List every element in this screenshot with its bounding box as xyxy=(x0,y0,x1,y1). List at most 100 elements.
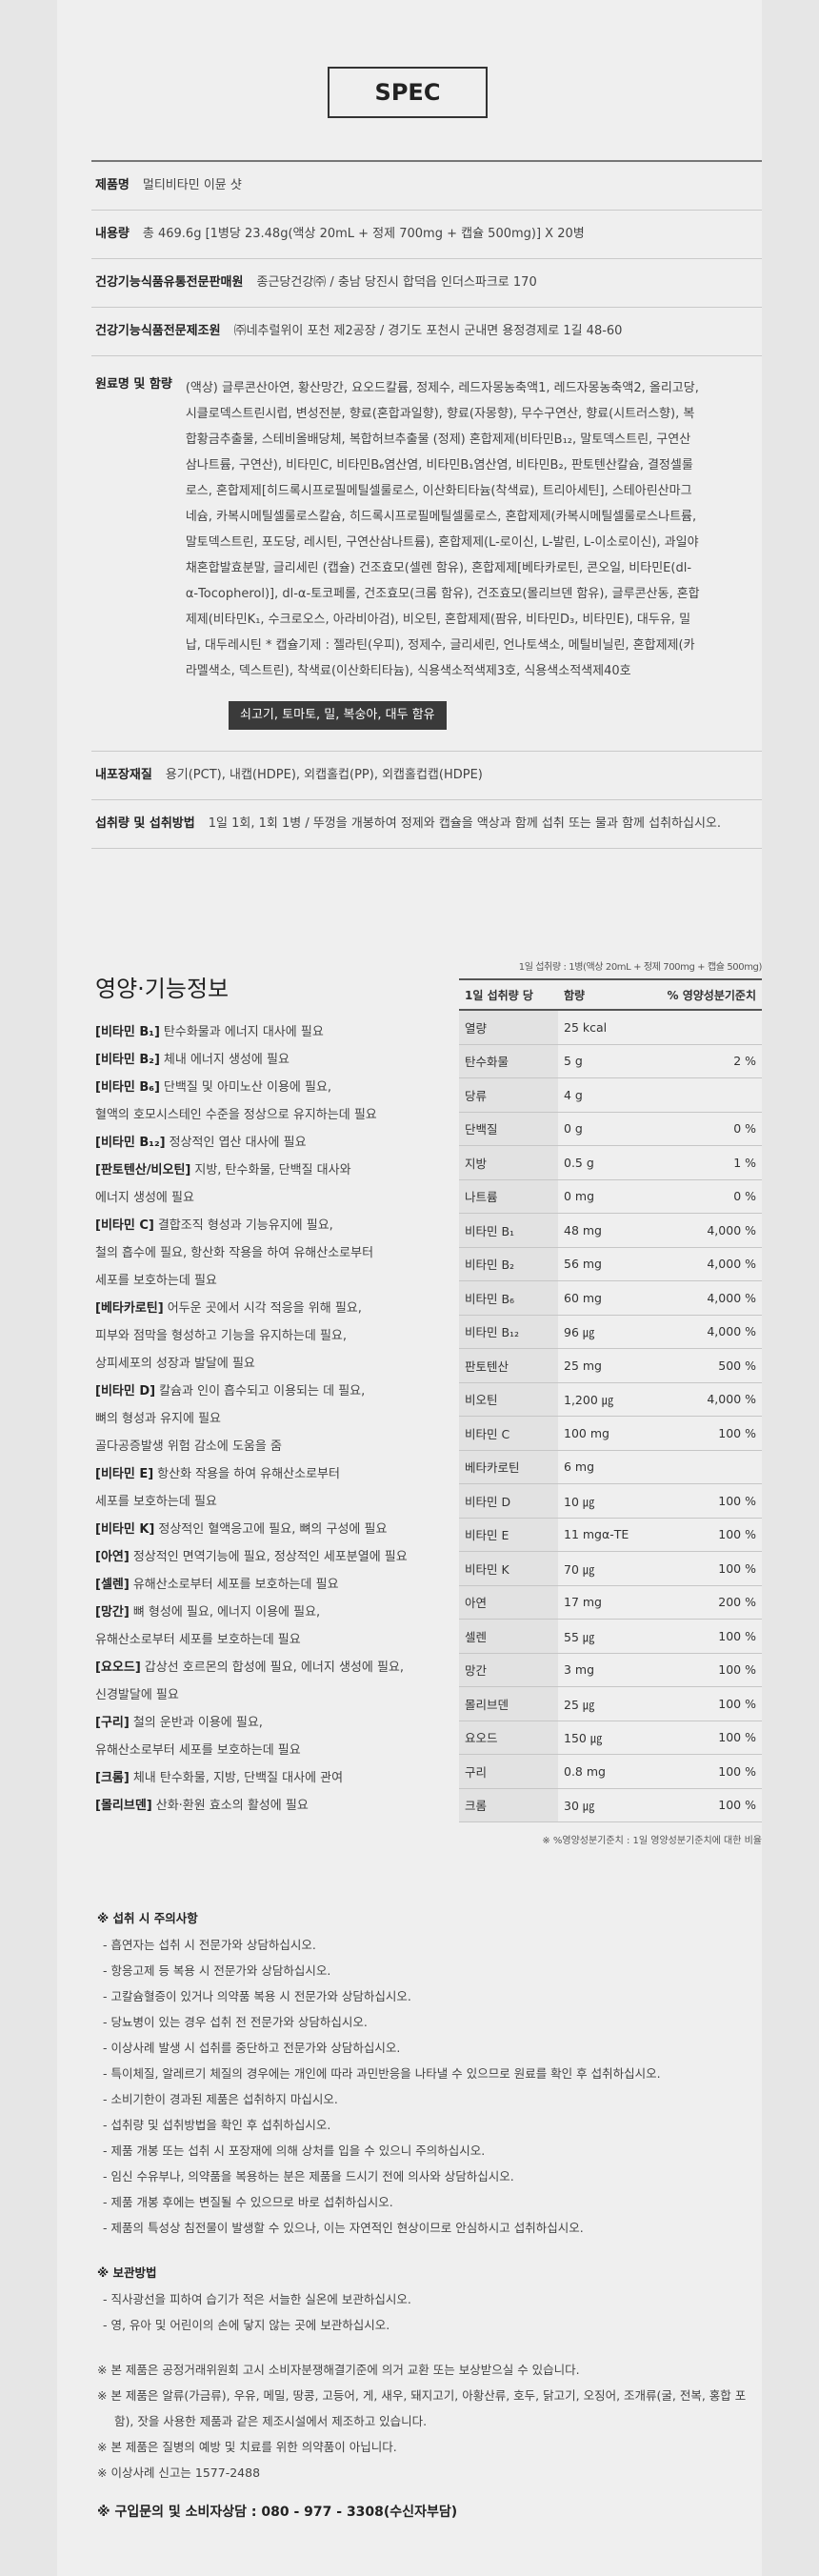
function-line: [아연] 정상적인 면역기능에 필요, 정상적인 세포분열에 필요 xyxy=(91,1543,453,1571)
table-cell: 4,000 % xyxy=(646,1213,762,1248)
header-cell: 함량 xyxy=(558,978,647,1011)
function-text: 철의 운반과 이용에 필요, xyxy=(132,1716,263,1730)
storage-item: - 직사광선을 피하여 습기가 적은 서늘한 실온에 보관하십시오. xyxy=(103,2292,411,2306)
table-cell: 크롬 xyxy=(459,1788,558,1822)
table-row: 요오드 150 ㎍ 100 % xyxy=(459,1721,762,1755)
note: ※ 본 제품은 알류(가금류), 우유, 메밀, 땅콩, 고등어, 게, 새우,… xyxy=(97,2388,747,2428)
function-label: [비타민 B₆] xyxy=(95,1080,160,1095)
table-cell: 탄수화물 xyxy=(459,1044,558,1078)
caution-item: - 제품 개봉 후에는 변질될 수 있으므로 바로 섭취하십시오. xyxy=(103,2195,393,2209)
function-line: 세포를 보호하는데 필요 xyxy=(91,1488,453,1516)
table-cell: 0.8 mg xyxy=(558,1754,647,1789)
function-label: [베타카로틴] xyxy=(95,1301,164,1316)
table-cell: 100 % xyxy=(646,1754,762,1789)
table-row: 베타카로틴 6 mg xyxy=(459,1450,762,1484)
function-text: 지방, 탄수화물, 단백질 대사와 xyxy=(194,1163,351,1177)
function-label: [비타민 B₂] xyxy=(95,1053,160,1067)
table-cell: 11 mgα-TE xyxy=(558,1518,647,1552)
caution-item: - 제품의 특성상 침전물이 발생할 수 있으나, 이는 자연적인 현상이므로 … xyxy=(103,2221,584,2235)
table-cell: 6 mg xyxy=(558,1450,647,1484)
function-text: 정상적인 면역기능에 필요, 정상적인 세포분열에 필요 xyxy=(132,1550,408,1564)
table-cell: 구리 xyxy=(459,1754,558,1789)
table-cell: 96 ㎍ xyxy=(558,1315,647,1349)
table-cell: 몰리브덴 xyxy=(459,1686,558,1721)
function-line: [망간] 뼈 형성에 필요, 에너지 이용에 필요, xyxy=(91,1599,453,1626)
function-line: [비타민 D] 칼슘과 인이 흡수되고 이용되는 데 필요, xyxy=(91,1378,453,1405)
function-text: 정상적인 혈액응고에 필요, 뼈의 구성에 필요 xyxy=(158,1522,388,1537)
function-text: 뼈의 형성과 유지에 필요 xyxy=(95,1412,221,1426)
function-line: [셀렌] 유해산소로부터 세포를 보호하는데 필요 xyxy=(91,1571,453,1599)
table-row: 비타민 B₂ 56 mg 4,000 % xyxy=(459,1247,762,1281)
function-label: [비타민 D] xyxy=(95,1384,156,1399)
spec-value: ㈜네추럴위이 포천 제2공장 / 경기도 포천시 군내면 용정경제로 1길 48… xyxy=(233,324,623,338)
table-cell: 비오틴 xyxy=(459,1382,558,1417)
table-cell: 단백질 xyxy=(459,1112,558,1146)
table-row: 당류 4 g xyxy=(459,1077,762,1113)
function-label: [구리] xyxy=(95,1716,130,1730)
table-row: 몰리브덴 25 ㎍ 100 % xyxy=(459,1686,762,1721)
table-cell: 10 ㎍ xyxy=(558,1483,647,1519)
spec-value: (액상) 글루콘산아연, 황산망간, 요오드칼륨, 정제수, 레드자몽농축액1,… xyxy=(185,381,700,678)
function-line: [비타민 B₁₂] 정상적인 엽산 대사에 필요 xyxy=(91,1129,453,1157)
function-line: [구리] 철의 운반과 이용에 필요, xyxy=(91,1709,453,1737)
caution-item: - 당뇨병이 있는 경우 섭취 전 전문가와 상담하십시오. xyxy=(103,2015,368,2029)
table-cell: 5 g xyxy=(558,1044,647,1078)
function-line: [베타카로틴] 어두운 곳에서 시각 적응을 위해 필요, xyxy=(91,1295,453,1322)
table-cell: 베타카로틴 xyxy=(459,1450,558,1484)
function-label: [비타민 K] xyxy=(95,1522,155,1537)
header-row: 1일 섭취량 당 함량% 영양성분기준치 xyxy=(459,978,762,1011)
function-line: [비타민 K] 정상적인 혈액응고에 필요, 뼈의 구성에 필요 xyxy=(91,1516,453,1543)
spec-value: 용기(PCT), 내캡(HDPE), 외캡홀컵(PP), 외캡홀컵캡(HDPE) xyxy=(165,768,483,782)
function-title: 영양·기능정보 xyxy=(95,976,230,1002)
table-cell: 판토텐산 xyxy=(459,1348,558,1383)
spec-label: 내포장재질 xyxy=(95,768,152,782)
function-text: 신경발달에 필요 xyxy=(95,1688,179,1702)
storage-item: - 영, 유아 및 어린이의 손에 닿지 않는 곳에 보관하십시오. xyxy=(103,2318,390,2332)
function-line: 유해산소로부터 세포를 보호하는데 필요 xyxy=(91,1626,453,1654)
caution-item: - 섭취량 및 섭취방법을 확인 후 섭취하십시오. xyxy=(103,2118,331,2132)
function-line: [몰리브덴] 산화·환원 효소의 활성에 필요 xyxy=(91,1792,453,1820)
table-cell: 100 % xyxy=(646,1416,762,1451)
table-cell: 30 ㎍ xyxy=(558,1788,647,1822)
spec-value: 1일 1회, 1회 1병 / 뚜껑을 개봉하여 정제와 캡슐을 액상과 함께 섭… xyxy=(208,816,722,831)
function-text: 결합조직 형성과 기능유지에 필요, xyxy=(157,1218,333,1233)
table-cell xyxy=(646,1450,762,1484)
function-label: [비타민 C] xyxy=(95,1218,154,1233)
function-text: 상피세포의 성장과 발달에 필요 xyxy=(95,1357,255,1371)
table-row: 망간 3 mg 100 % xyxy=(459,1653,762,1687)
table-cell xyxy=(646,1077,762,1113)
function-line: [크롬] 체내 탄수화물, 지방, 단백질 대사에 관여 xyxy=(91,1764,453,1792)
function-text: 철의 흡수에 필요, 항산화 작용을 하여 유해산소로부터 xyxy=(95,1246,374,1260)
caution-item: - 특이체질, 알레르기 체질의 경우에는 개인에 따라 과민반응을 나타낼 수… xyxy=(103,2066,661,2081)
table-cell: 100 % xyxy=(646,1788,762,1822)
function-text: 에너지 생성에 필요 xyxy=(95,1191,194,1205)
table-cell: 0 mg xyxy=(558,1179,647,1214)
table-cell: 60 mg xyxy=(558,1280,647,1316)
note: ※ 본 제품은 공정거래위원회 고시 소비자분쟁해결기준에 의거 교환 또는 보… xyxy=(97,2363,580,2377)
table-cell: 비타민 B₆ xyxy=(459,1280,558,1316)
spec-row: 제품명 멀티비타민 이뮨 샷 xyxy=(91,160,762,210)
function-line: [비타민 B₂] 체내 에너지 생성에 필요 xyxy=(91,1046,453,1074)
table-cell: 셀렌 xyxy=(459,1619,558,1654)
function-text: 혈액의 호모시스테인 수준을 정상으로 유지하는데 필요 xyxy=(95,1108,377,1122)
caution-title: ※ 섭취 시 주의사항 xyxy=(97,1911,198,1925)
table-cell: 0 g xyxy=(558,1112,647,1146)
caution-item: - 흡연자는 섭취 시 전문가와 상담하십시오. xyxy=(103,1938,316,1952)
caution-item: - 제품 개봉 또는 섭취 시 포장재에 의해 상처를 입을 수 있으니 주의하… xyxy=(103,2143,486,2158)
table-row: 비오틴 1,200 ㎍ 4,000 % xyxy=(459,1382,762,1417)
spec-row: 건강기능식품전문제조원 ㈜네추럴위이 포천 제2공장 / 경기도 포천시 군내면 … xyxy=(91,307,762,355)
function-line: 상피세포의 성장과 발달에 필요 xyxy=(91,1350,453,1378)
table-cell: 56 mg xyxy=(558,1247,647,1281)
function-line: 세포를 보호하는데 필요 xyxy=(91,1267,453,1295)
spec-label: 섭취량 및 섭취방법 xyxy=(95,816,195,831)
function-text: 탄수화물과 에너지 대사에 필요 xyxy=(163,1025,324,1039)
note: ※ 본 제품은 질병의 예방 및 치료를 위한 의약품이 아닙니다. xyxy=(97,2440,397,2454)
table-cell: 4,000 % xyxy=(646,1280,762,1316)
spec-label: 건강기능식품유통전문판매원 xyxy=(95,275,244,290)
function-label: [아연] xyxy=(95,1550,130,1564)
function-text: 피부와 점막을 형성하고 기능을 유지하는데 필요, xyxy=(95,1329,347,1343)
caution-item: - 항응고제 등 복용 시 전문가와 상담하십시오. xyxy=(103,1963,331,1978)
function-text: 칼슘과 인이 흡수되고 이용되는 데 필요, xyxy=(159,1384,366,1399)
